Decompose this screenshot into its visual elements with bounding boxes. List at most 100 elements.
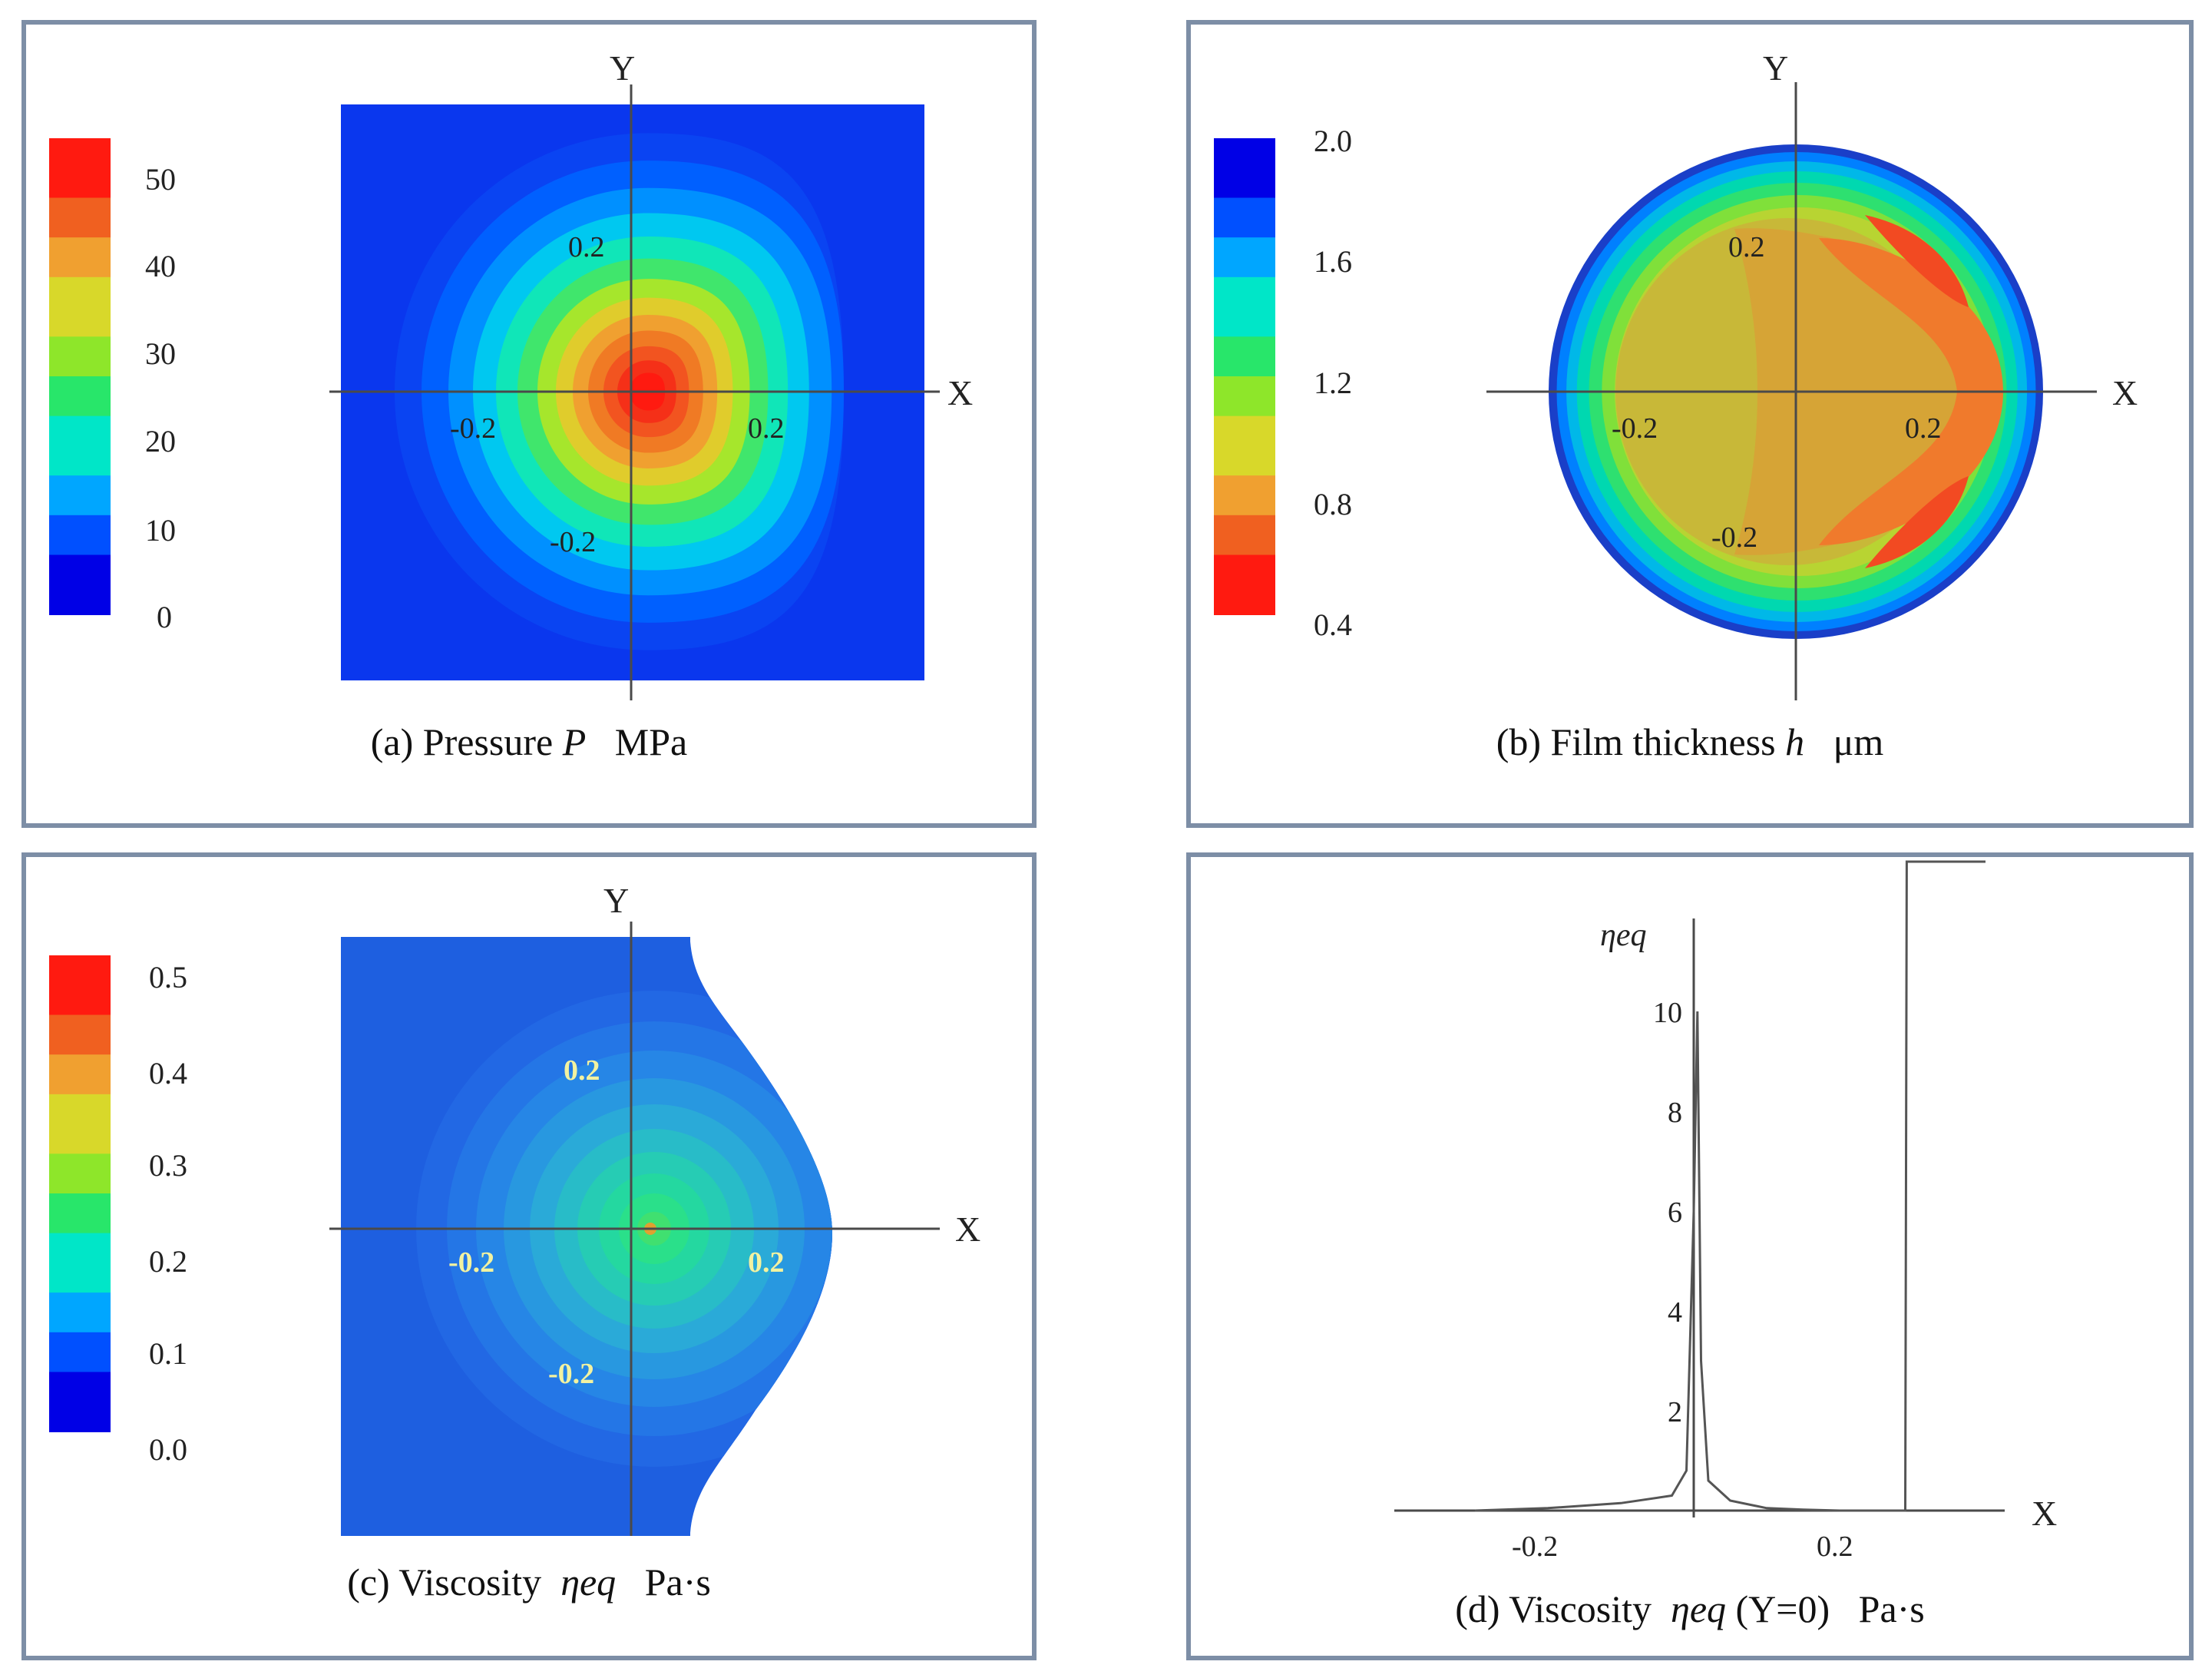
colorbar-segment bbox=[49, 1372, 111, 1393]
viscosity-field bbox=[341, 937, 832, 1536]
colorbar-segment bbox=[1214, 535, 1275, 556]
tick-label-x-pos: 0.2 bbox=[1905, 412, 1942, 445]
colorbar-label: 20 bbox=[145, 424, 176, 458]
tick-label-y-pos: 0.2 bbox=[564, 1054, 600, 1087]
colorbar-segment bbox=[1214, 435, 1275, 457]
colorbar-segment bbox=[49, 1352, 111, 1373]
tick-label-y: 2 bbox=[1668, 1396, 1682, 1428]
colorbar-segment bbox=[1214, 356, 1275, 377]
colorbar-segment bbox=[1214, 138, 1275, 159]
colorbar-segment bbox=[49, 237, 111, 258]
colorbar-label: 1.6 bbox=[1314, 244, 1352, 279]
panel-film-thickness: 2.0 1.6 1.2 0.8 0.4 X Y 0.2 -0.2 -0.2 0.… bbox=[1186, 20, 2194, 828]
colorbar-segment bbox=[49, 1292, 111, 1313]
axis-label-x: X bbox=[2112, 373, 2138, 412]
panel-viscosity-line: X ηeq -0.2 0.2 2 4 6 8 10 (d) Viscosity ηeq … bbox=[1186, 852, 2194, 1660]
colorbar-segment bbox=[49, 1014, 111, 1036]
colorbar-segment bbox=[1214, 296, 1275, 318]
colorbar-segment bbox=[1214, 554, 1275, 576]
colorbar-segment bbox=[49, 415, 111, 437]
caption: (c) Viscosity ηeq Pa·s bbox=[347, 1561, 711, 1604]
colorbar bbox=[49, 955, 111, 1432]
colorbar-segment bbox=[49, 376, 111, 397]
colorbar-segment bbox=[49, 296, 111, 318]
colorbar-label: 0 bbox=[157, 600, 172, 634]
colorbar-segment bbox=[49, 1173, 111, 1194]
colorbar-label: 30 bbox=[145, 336, 176, 371]
colorbar-segment bbox=[49, 138, 111, 159]
colorbar-segment bbox=[1214, 376, 1275, 397]
colorbar-segment bbox=[1214, 495, 1275, 516]
colorbar-segment bbox=[1214, 316, 1275, 338]
colorbar-segment bbox=[1214, 574, 1275, 596]
colorbar bbox=[1214, 138, 1275, 615]
tick-label-y-neg: -0.2 bbox=[550, 526, 596, 558]
film-minimum-region bbox=[1865, 476, 1969, 568]
axis-label-x: X bbox=[955, 1210, 980, 1249]
colorbar-segment bbox=[49, 1114, 111, 1135]
colorbar-segment bbox=[49, 535, 111, 556]
colorbar-segment bbox=[49, 455, 111, 477]
colorbar-segment bbox=[49, 1233, 111, 1254]
film-minimum-region bbox=[1865, 215, 1969, 307]
axis-label-x: X bbox=[947, 373, 973, 412]
film-thickness-chart: 2.0 1.6 1.2 0.8 0.4 X Y 0.2 -0.2 -0.2 0.… bbox=[1214, 48, 2138, 700]
colorbar-segment bbox=[1214, 515, 1275, 536]
colorbar-segment bbox=[49, 995, 111, 1016]
colorbar-segment bbox=[49, 495, 111, 516]
axis-label-y: Y bbox=[1763, 48, 1788, 88]
colorbar-segment bbox=[1214, 276, 1275, 298]
colorbar-segment bbox=[49, 975, 111, 996]
tick-label-y-pos: 0.2 bbox=[1728, 231, 1765, 263]
tick-label-y-neg: -0.2 bbox=[1711, 521, 1757, 554]
colorbar-label: 0.1 bbox=[149, 1336, 187, 1371]
colorbar-segment bbox=[49, 1213, 111, 1234]
colorbar-label: 0.2 bbox=[149, 1244, 187, 1279]
tick-label-x-neg: -0.2 bbox=[1612, 412, 1658, 445]
colorbar-segment bbox=[49, 1253, 111, 1274]
colorbar-segment bbox=[1214, 217, 1275, 239]
colorbar-segment bbox=[1214, 237, 1275, 258]
axes: X Y 0.2 -0.2 -0.2 0.2 bbox=[1486, 48, 2138, 700]
colorbar-label: 0.8 bbox=[1314, 487, 1352, 521]
colorbar-segment bbox=[49, 336, 111, 358]
colorbar-segment bbox=[49, 554, 111, 576]
colorbar-segment bbox=[49, 475, 111, 496]
colorbar-label: 0.0 bbox=[149, 1432, 187, 1467]
colorbar-segment bbox=[49, 1034, 111, 1056]
colorbar-label: 40 bbox=[145, 249, 176, 283]
colorbar-segment bbox=[1214, 455, 1275, 477]
colorbar-segment bbox=[49, 435, 111, 457]
colorbar-segment bbox=[49, 515, 111, 536]
colorbar-segment bbox=[49, 1392, 111, 1413]
tick-label-x-neg: -0.2 bbox=[1512, 1531, 1558, 1563]
caption: (b) Film thickness h μm bbox=[1496, 720, 1884, 763]
tick-label-y: 6 bbox=[1668, 1196, 1682, 1229]
viscosity-chart: 0.5 0.4 0.3 0.2 0.1 0.0 X Y 0.2 -0.2 -0.… bbox=[49, 881, 980, 1536]
tick-label-x-pos: 0.2 bbox=[748, 1246, 785, 1279]
tick-label-y: 4 bbox=[1668, 1296, 1682, 1329]
colorbar-labels: 0.5 0.4 0.3 0.2 0.1 0.0 bbox=[149, 960, 187, 1467]
axis-label-x: X bbox=[2032, 1494, 2057, 1533]
tick-label-y: 8 bbox=[1668, 1097, 1682, 1129]
pressure-field bbox=[341, 104, 924, 680]
colorbar-segment bbox=[49, 276, 111, 298]
caption: (a) Pressure P MPa bbox=[370, 720, 688, 763]
colorbar-labels: 2.0 1.6 1.2 0.8 0.4 bbox=[1314, 124, 1352, 642]
axis-label-y: Y bbox=[603, 881, 629, 920]
colorbar-segment bbox=[49, 316, 111, 338]
panel-pressure: 50 40 30 20 10 0 X Y 0.2 -0.2 -0.2 0.2 (… bbox=[21, 20, 1037, 828]
colorbar-segment bbox=[49, 1332, 111, 1353]
colorbar-label: 0.5 bbox=[149, 960, 187, 995]
colorbar-segment bbox=[49, 594, 111, 615]
colorbar bbox=[49, 138, 111, 615]
film-contour bbox=[1819, 238, 2003, 545]
tick-label-x-pos: 0.2 bbox=[1817, 1531, 1853, 1563]
colorbar-segment bbox=[49, 217, 111, 239]
colorbar-segment bbox=[49, 1312, 111, 1333]
colorbar-segment bbox=[49, 396, 111, 417]
colorbar-segment bbox=[49, 1153, 111, 1175]
caption: (d) Viscosity ηeq (Y=0) Pa·s bbox=[1455, 1587, 1925, 1630]
y-tick-labels: 2 4 6 8 10 bbox=[1653, 997, 1682, 1428]
viscosity-curve bbox=[1474, 860, 1986, 1512]
